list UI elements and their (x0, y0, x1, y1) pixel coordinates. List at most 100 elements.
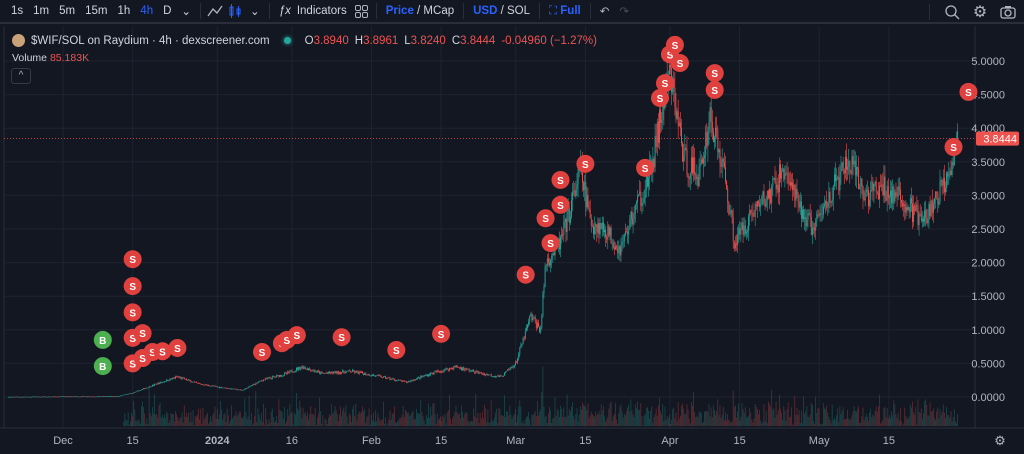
settings-gear-icon[interactable]: ⚙ (972, 4, 988, 21)
sell-marker[interactable] (123, 303, 142, 322)
sell-marker[interactable] (133, 324, 152, 343)
candle-body (630, 211, 632, 220)
sell-marker[interactable] (168, 338, 187, 357)
volume-bar (676, 420, 678, 426)
candle-body (280, 375, 282, 377)
sell-marker[interactable] (665, 35, 684, 54)
candle-body (161, 381, 163, 383)
sell-marker[interactable] (153, 342, 172, 361)
volume-bar (930, 411, 932, 426)
candle-body (542, 293, 544, 317)
camera-icon[interactable] (998, 2, 1018, 22)
candle-body (946, 172, 948, 188)
buy-marker[interactable] (93, 330, 112, 349)
volume-bar (905, 416, 907, 426)
sell-marker[interactable] (516, 265, 535, 284)
candle-body (818, 214, 820, 216)
chart-type-chevron-icon[interactable]: ⌄ (250, 6, 260, 18)
candle-body (893, 186, 895, 202)
volume-bar (745, 416, 747, 426)
candle-body (428, 374, 429, 377)
sell-marker[interactable] (651, 88, 669, 107)
candle-body (785, 172, 787, 174)
candle-body (175, 376, 176, 379)
volume-bar (266, 419, 268, 426)
interval-dropdown-chevron-icon[interactable]: ⌄ (181, 6, 192, 18)
interval-1s[interactable]: 1s (11, 5, 24, 17)
volume-bar (395, 422, 396, 426)
candlestick-icon[interactable] (225, 1, 245, 21)
candle-body (928, 203, 930, 220)
volume-bar (542, 366, 544, 426)
interval-4h[interactable]: 4h (140, 5, 154, 17)
volume-bar (496, 408, 498, 426)
candle-body (726, 181, 728, 189)
sell-marker[interactable] (287, 326, 306, 345)
volume-bar (551, 422, 553, 426)
price-chart[interactable]: 5.00004.50004.00003.50003.00002.50002.00… (0, 26, 1024, 454)
price-mcap-toggle[interactable]: Price / MCap (381, 5, 459, 17)
candle-body (311, 370, 313, 372)
collapse-legend-button[interactable]: ^ (11, 68, 31, 84)
quick-search-icon[interactable] (942, 2, 962, 22)
interval-1m[interactable]: 1m (33, 5, 50, 17)
sell-marker[interactable] (332, 328, 351, 347)
sell-marker[interactable] (944, 138, 963, 157)
volume-bar (760, 420, 762, 426)
candle-body (825, 201, 827, 205)
y-tick-label: 1.0000 (971, 325, 1005, 337)
fullscreen-button[interactable]: ⛶ Full (544, 5, 586, 18)
candle-body (588, 207, 590, 210)
sell-marker[interactable] (123, 277, 142, 296)
sell-marker[interactable] (636, 158, 655, 177)
candle-body (271, 376, 273, 379)
candle-body (60, 396, 62, 398)
interval-15m[interactable]: 15m (85, 5, 108, 17)
candle-body (30, 396, 32, 398)
candle-body (433, 371, 435, 375)
candle-body (518, 354, 520, 359)
interval-5m[interactable]: 5m (59, 5, 76, 17)
sell-marker[interactable] (387, 340, 406, 359)
candle-body (733, 241, 735, 249)
sell-marker[interactable] (670, 54, 689, 73)
interval-1h[interactable]: 1h (117, 5, 131, 17)
line-chart-icon[interactable] (205, 1, 225, 21)
sell-marker[interactable] (576, 154, 595, 173)
indicators-button[interactable]: ƒx Indicators (274, 5, 352, 17)
volume-bar (716, 411, 718, 426)
sell-marker[interactable] (551, 195, 570, 214)
candle-body (701, 159, 703, 164)
sell-marker[interactable] (541, 234, 560, 253)
redo-icon[interactable]: ↷ (619, 6, 630, 18)
sell-marker[interactable] (959, 82, 978, 101)
sell-marker[interactable] (551, 170, 570, 189)
candle-body (63, 396, 65, 398)
candle-body (150, 386, 152, 388)
volume-bar (217, 419, 219, 426)
candle-body (633, 213, 635, 220)
sell-marker[interactable] (432, 324, 451, 343)
marker-label: S (711, 86, 718, 97)
sell-marker[interactable] (253, 342, 271, 361)
undo-icon[interactable]: ↶ (599, 6, 610, 18)
volume-bar (874, 411, 876, 426)
candle-body (93, 396, 95, 398)
volume-bar (506, 411, 507, 426)
candle-body (534, 317, 536, 322)
candle-body (133, 392, 135, 394)
interval-d[interactable]: D (163, 5, 172, 17)
sell-marker[interactable] (655, 74, 674, 93)
usd-sol-toggle[interactable]: USD / SOL (468, 5, 535, 17)
candle-body (894, 192, 896, 202)
sell-marker[interactable] (705, 80, 724, 99)
time-axis-settings-icon[interactable]: ⚙ (994, 433, 1006, 448)
candle-body (620, 245, 622, 256)
sell-marker[interactable] (123, 250, 142, 269)
buy-marker[interactable] (93, 357, 112, 376)
layout-grid-icon[interactable] (352, 1, 372, 21)
sell-marker[interactable] (705, 64, 724, 83)
sell-marker[interactable] (536, 209, 555, 228)
volume-bar (612, 415, 614, 426)
volume-bar (622, 417, 624, 426)
